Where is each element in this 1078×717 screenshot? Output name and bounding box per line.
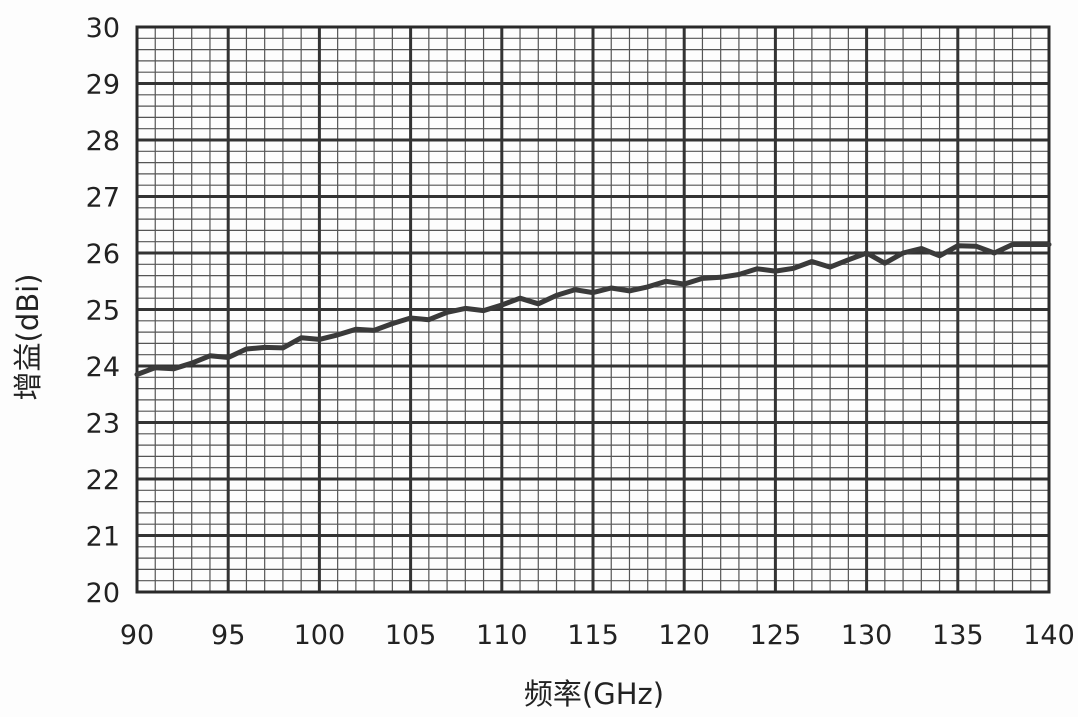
y-tick-label: 28 (86, 126, 120, 157)
y-tick-label: 22 (86, 465, 120, 496)
x-axis-title: 频率(GHz) (524, 677, 664, 711)
y-tick-label: 30 (86, 13, 120, 44)
y-tick-label: 23 (86, 409, 120, 440)
x-tick-label: 100 (294, 620, 346, 651)
y-tick-label: 29 (86, 70, 120, 101)
y-tick-label: 24 (86, 352, 120, 383)
x-tick-label: 105 (385, 620, 437, 651)
x-tick-label: 120 (658, 620, 710, 651)
x-tick-label: 115 (567, 620, 619, 651)
x-tick-labels: 90 95 100 105 110 115 120 125 130 135 140 (120, 620, 1075, 651)
y-tick-label: 26 (86, 239, 120, 270)
x-tick-label: 135 (932, 620, 984, 651)
x-tick-label: 90 (120, 620, 154, 651)
y-tick-label: 20 (86, 578, 120, 609)
y-axis-title: 增益(dBi) (11, 274, 45, 401)
major-grid (135, 25, 1051, 594)
x-tick-label: 125 (750, 620, 802, 651)
y-tick-label: 21 (86, 522, 120, 553)
x-tick-label: 140 (1023, 620, 1075, 651)
y-tick-labels: 20 21 22 23 24 25 26 27 28 29 30 (86, 13, 120, 609)
x-tick-label: 95 (211, 620, 245, 651)
x-tick-label: 110 (476, 620, 528, 651)
y-tick-label: 25 (86, 296, 120, 327)
x-tick-label: 130 (841, 620, 893, 651)
gain-series-line (134, 242, 1052, 377)
y-tick-label: 27 (86, 183, 120, 214)
plot-frame (135, 25, 1051, 594)
